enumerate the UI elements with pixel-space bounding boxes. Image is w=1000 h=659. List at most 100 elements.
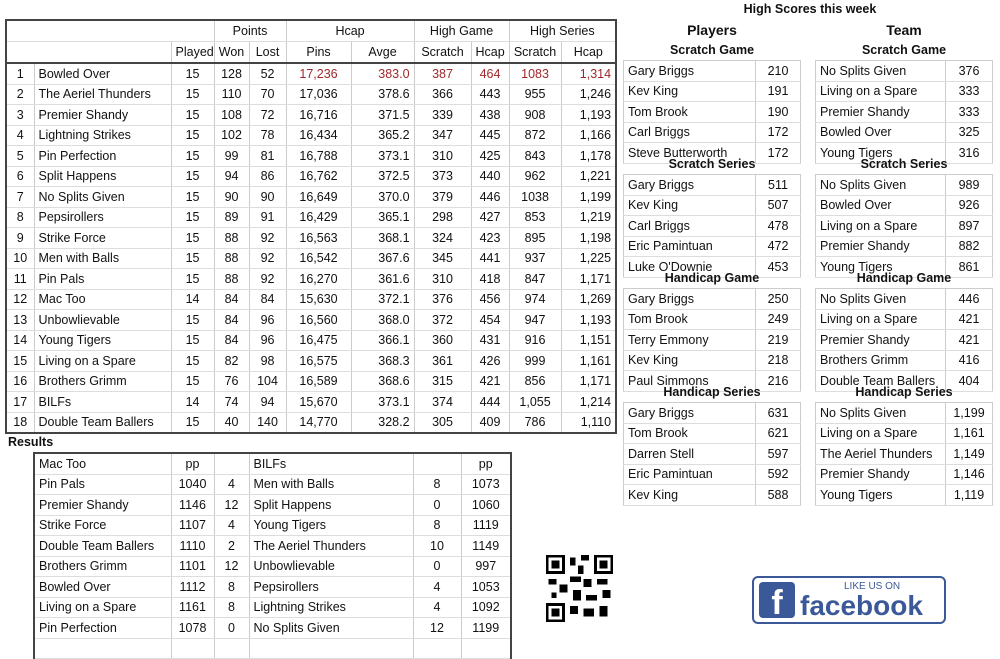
cell: 1,055 — [509, 391, 562, 413]
list-item: Living on a Spare 421 — [815, 309, 993, 330]
group-header: High Game — [414, 20, 510, 42]
players-high-score-block: Handicap Series Gary Briggs 631 Tom Brook 62… — [623, 383, 801, 506]
team-name: Pepsirollers — [34, 207, 172, 228]
cell: 1,110 — [561, 412, 617, 434]
cell: 418 — [471, 268, 510, 290]
cell: Double Team Ballers — [34, 535, 172, 557]
cell: 1146 — [171, 494, 215, 516]
name: Luke O'Downie — [623, 256, 756, 278]
list-item: Young Tigers 861 — [815, 256, 993, 278]
score: 219 — [755, 329, 801, 351]
list-item: Steve Butterworth 172 — [623, 142, 801, 164]
cell: 17 — [6, 391, 35, 413]
cell: 10 — [6, 248, 35, 269]
high-scores-title: High Scores this week — [743, 2, 877, 16]
cell: 328.2 — [351, 412, 415, 434]
name: Kev King — [623, 195, 756, 216]
cell: 96 — [249, 309, 287, 331]
cell: 90 — [249, 186, 287, 208]
list-item: Living on a Spare 897 — [815, 215, 993, 237]
cell: 324 — [414, 227, 472, 249]
name: Kev King — [623, 484, 756, 506]
cell: 15 — [171, 309, 215, 331]
score: 250 — [755, 288, 801, 310]
cell: 11 — [6, 268, 35, 290]
cell: No Splits Given — [249, 617, 414, 639]
cell: 8 — [214, 576, 250, 598]
score: 416 — [945, 350, 993, 371]
cell: 365.1 — [351, 207, 415, 228]
cell: 379 — [414, 186, 472, 208]
cell: 92 — [249, 268, 287, 290]
column-header: Scratch — [414, 41, 472, 64]
cell: 12 — [214, 494, 250, 516]
list-item: Kev King 218 — [623, 350, 801, 371]
score: 404 — [945, 370, 993, 392]
score: 592 — [755, 464, 801, 485]
cell: 1053 — [461, 576, 512, 598]
cell: 89 — [214, 207, 250, 228]
cell: 1110 — [171, 535, 215, 557]
cell: 454 — [471, 309, 510, 331]
table-row: Double Team Ballers 1110 2 The Aeriel Thund… — [34, 535, 512, 557]
cell: 16,542 — [286, 248, 352, 269]
facebook-f-icon: f — [759, 582, 795, 618]
cell: 15 — [171, 350, 215, 372]
cell: 1038 — [509, 186, 562, 208]
cell: 310 — [414, 145, 472, 167]
cell: 1,214 — [561, 391, 617, 413]
cell: 16,434 — [286, 125, 352, 146]
cell: 423 — [471, 227, 510, 249]
cell: 366.1 — [351, 330, 415, 351]
cell: 1149 — [461, 535, 512, 557]
cell: Young Tigers — [249, 515, 414, 536]
list-item: Gary Briggs 511 — [623, 174, 801, 196]
cell: Men with Balls — [249, 474, 414, 495]
cell: 7 — [6, 186, 35, 208]
list-item: Eric Pamintuan 592 — [623, 464, 801, 485]
cell: Pin Pals — [34, 474, 172, 495]
facebook-like-badge[interactable]: f LIKE US ON facebook — [752, 576, 946, 624]
cell: 1073 — [461, 474, 512, 495]
cell: 908 — [509, 104, 562, 126]
cell: 8 — [214, 597, 250, 618]
cell: 365.2 — [351, 125, 415, 146]
column-header: Avge — [351, 41, 415, 64]
name: No Splits Given — [815, 288, 946, 310]
cell: 955 — [509, 84, 562, 105]
cell: 1119 — [461, 515, 512, 536]
team-name: The Aeriel Thunders — [34, 84, 172, 105]
cell: 445 — [471, 125, 510, 146]
table-row: 8 Pepsirollers 15 89 91 16,429 365.1 298 427 853 1… — [6, 207, 617, 228]
cell: Bowled Over — [34, 576, 172, 598]
team-name: Brothers Grimm — [34, 371, 172, 392]
cell: 367.6 — [351, 248, 415, 269]
results-title: Results — [8, 435, 54, 449]
list-item: Young Tigers 316 — [815, 142, 993, 164]
table-row: 3 Premier Shandy 15 108 72 16,716 371.5 339 438 9… — [6, 104, 617, 126]
cell: 443 — [471, 84, 510, 105]
cell: 0 — [413, 556, 462, 577]
cell: 15,670 — [286, 391, 352, 413]
name: Carl Briggs — [623, 122, 756, 143]
name: Premier Shandy — [815, 236, 946, 257]
list-item: Carl Briggs 172 — [623, 122, 801, 143]
cell: 98 — [249, 350, 287, 372]
name: Young Tigers — [815, 484, 946, 506]
list-item: The Aeriel Thunders 1,149 — [815, 443, 993, 465]
cell: 94 — [214, 166, 250, 187]
cell: 4 — [413, 576, 462, 598]
cell: 92 — [249, 227, 287, 249]
cell: 444 — [471, 391, 510, 413]
cell: 4 — [6, 125, 35, 146]
score: 588 — [755, 484, 801, 506]
name: Tom Brook — [623, 423, 756, 444]
cell: 1078 — [171, 617, 215, 639]
cell: 15 — [171, 330, 215, 351]
cell: 15 — [171, 248, 215, 269]
score: 333 — [945, 81, 993, 102]
cell: 0 — [413, 494, 462, 516]
cell: 16,788 — [286, 145, 352, 167]
list-item: Double Team Ballers 404 — [815, 370, 993, 392]
table-row: Brothers Grimm 1101 12 Unbowlievable 0 997 — [34, 556, 512, 577]
